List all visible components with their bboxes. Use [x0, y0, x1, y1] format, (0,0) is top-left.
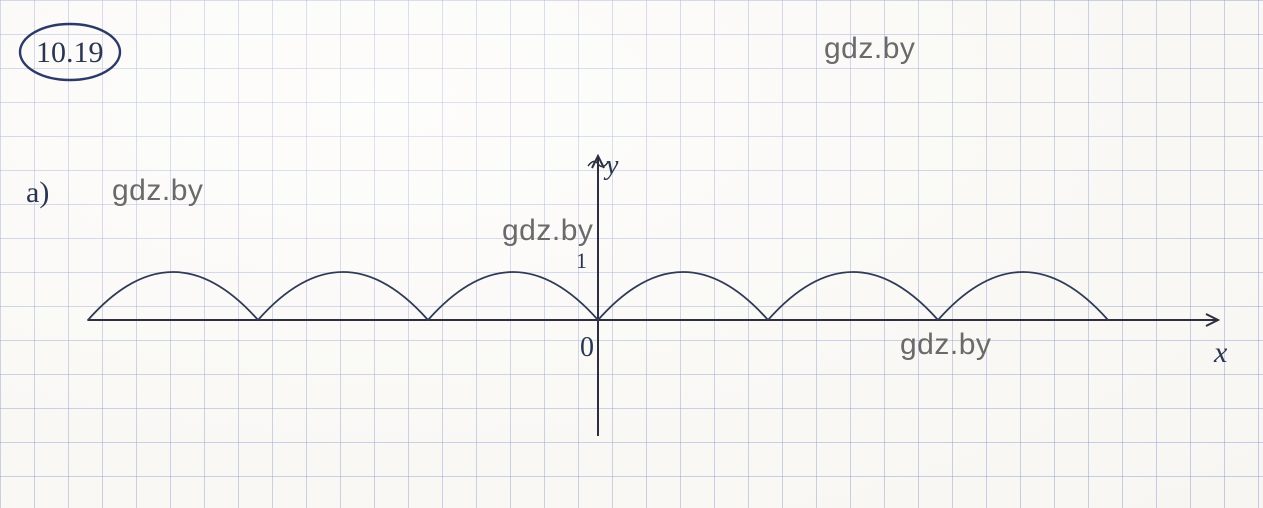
part-label: a) — [26, 176, 49, 210]
watermark-4: gdz.by — [900, 328, 991, 362]
watermark-3: gdz.by — [502, 214, 593, 248]
tick-one-label: 1 — [576, 248, 587, 274]
grid-background — [0, 0, 1263, 508]
problem-number: 10.19 — [36, 36, 104, 70]
watermark-2: gdz.by — [112, 174, 203, 208]
y-axis-label: y — [606, 150, 618, 182]
watermark-1: gdz.by — [824, 32, 915, 66]
origin-label: 0 — [580, 332, 594, 364]
x-axis-label: x — [1214, 336, 1227, 370]
